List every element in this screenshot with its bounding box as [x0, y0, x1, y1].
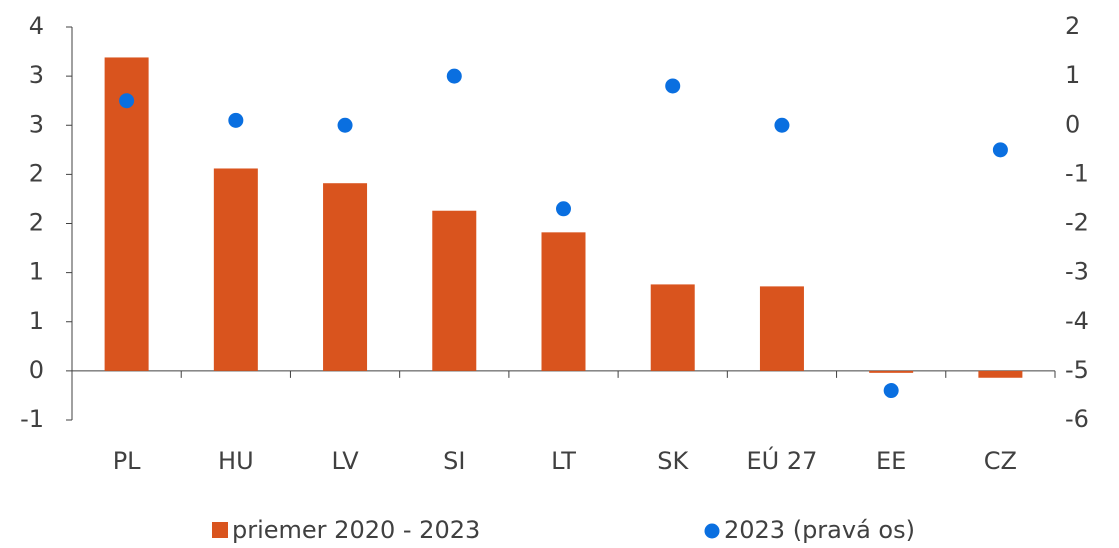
x-tick-label: HU — [218, 447, 254, 475]
bar — [432, 210, 477, 371]
bar — [759, 286, 804, 371]
dot — [665, 78, 681, 94]
y2-tick-label: -6 — [1065, 405, 1089, 433]
bar — [650, 284, 695, 371]
y-tick-label: 1 — [29, 258, 44, 286]
dot — [883, 383, 899, 399]
x-tick-label: PL — [113, 447, 141, 475]
dot — [556, 201, 571, 217]
y2-tick-label: -4 — [1065, 307, 1089, 335]
x-tick-label: EE — [876, 447, 906, 475]
y-tick-label: -1 — [20, 405, 44, 433]
dot — [337, 117, 353, 133]
bar — [323, 183, 368, 371]
bar — [104, 57, 149, 371]
y2-tick-label: 2 — [1065, 12, 1080, 40]
bar — [978, 370, 1023, 378]
y2-tick-label: -1 — [1065, 159, 1089, 187]
x-tick-label: CZ — [984, 447, 1017, 475]
y-tick-label: 2 — [29, 209, 44, 237]
y-tick-label: 1 — [29, 307, 44, 335]
bar — [213, 168, 258, 371]
x-tick-label: LT — [551, 447, 576, 475]
x-tick-label: SI — [443, 447, 465, 475]
dot — [774, 117, 790, 133]
bar — [541, 232, 586, 371]
y2-tick-label: 1 — [1065, 61, 1080, 89]
y2-tick-label: -3 — [1065, 258, 1089, 286]
legend-swatch — [704, 523, 720, 539]
x-tick-label: LV — [331, 447, 359, 475]
y-tick-label: 0 — [29, 356, 44, 384]
dot — [228, 112, 244, 128]
y2-tick-label: -2 — [1065, 209, 1089, 237]
legend-swatch — [212, 522, 228, 538]
dot — [446, 68, 462, 84]
y-tick-label: 2 — [29, 159, 44, 187]
bar — [869, 370, 914, 373]
y2-tick-label: -5 — [1065, 356, 1089, 384]
legend-label: 2023 (pravá os) — [724, 516, 915, 544]
x-tick-label: EÚ 27 — [746, 445, 817, 475]
x-tick-label: SK — [657, 447, 689, 475]
dot — [119, 93, 135, 109]
legend-label: priemer 2020 - 2023 — [232, 516, 480, 544]
y-tick-label: 4 — [29, 12, 44, 40]
y2-tick-label: 0 — [1065, 110, 1080, 138]
y-tick-label: 3 — [29, 110, 44, 138]
y-tick-label: 3 — [29, 61, 44, 89]
dot — [992, 142, 1008, 158]
